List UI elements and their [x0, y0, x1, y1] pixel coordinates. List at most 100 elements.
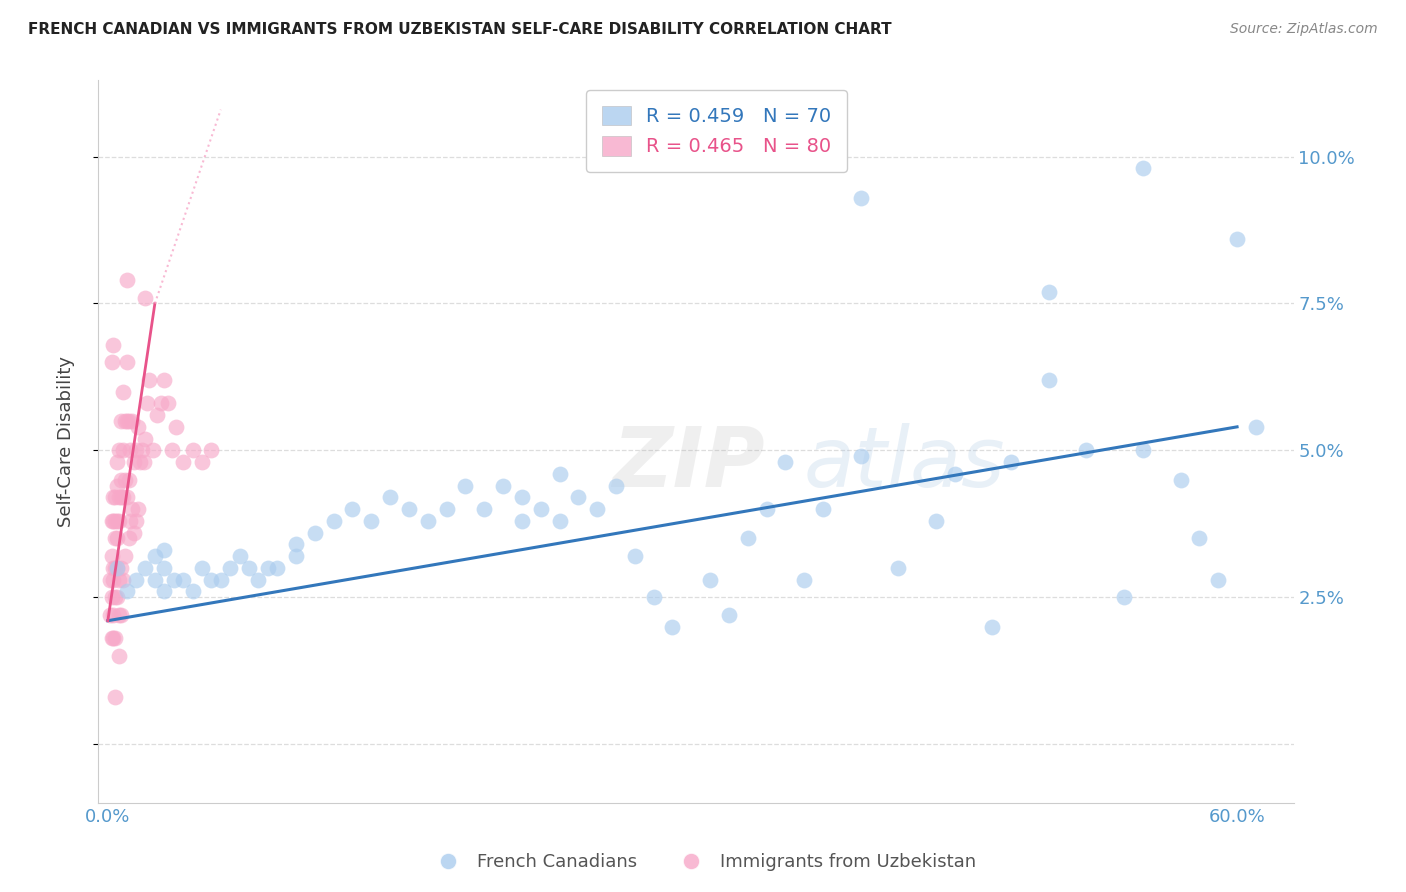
Point — [138, 373, 160, 387]
Point — [98, 607, 121, 622]
Point — [143, 549, 166, 563]
Point — [181, 443, 204, 458]
Point — [153, 373, 176, 387]
Point — [256, 561, 278, 575]
Point — [134, 432, 156, 446]
Point — [127, 502, 149, 516]
Point — [111, 573, 134, 587]
Point — [108, 607, 131, 622]
Y-axis label: Self-Care Disability: Self-Care Disability — [56, 356, 75, 527]
Point — [103, 573, 125, 587]
Point — [110, 607, 132, 622]
Point — [1132, 161, 1154, 176]
Point — [115, 584, 138, 599]
Point — [131, 443, 153, 458]
Point — [114, 414, 136, 428]
Point — [247, 573, 270, 587]
Point — [1206, 573, 1229, 587]
Point — [104, 532, 127, 546]
Point — [360, 514, 382, 528]
Point — [228, 549, 250, 563]
Point — [111, 491, 134, 505]
Point — [200, 443, 222, 458]
Point — [378, 491, 401, 505]
Point — [104, 514, 127, 528]
Legend: French Canadians, Immigrants from Uzbekistan: French Canadians, Immigrants from Uzbeki… — [423, 847, 983, 879]
Point — [643, 591, 665, 605]
Point — [100, 632, 122, 646]
Point — [737, 532, 759, 546]
Point — [100, 591, 122, 605]
Point — [1226, 232, 1249, 246]
Point — [605, 478, 627, 492]
Point — [136, 396, 159, 410]
Point — [492, 478, 515, 492]
Point — [153, 584, 176, 599]
Point — [925, 514, 948, 528]
Point — [1188, 532, 1211, 546]
Point — [115, 273, 138, 287]
Point — [1114, 591, 1136, 605]
Point — [105, 455, 128, 469]
Point — [104, 561, 127, 575]
Point — [238, 561, 260, 575]
Point — [699, 573, 721, 587]
Point — [100, 355, 122, 369]
Point — [100, 514, 122, 528]
Point — [104, 591, 127, 605]
Text: FRENCH CANADIAN VS IMMIGRANTS FROM UZBEKISTAN SELF-CARE DISABILITY CORRELATION C: FRENCH CANADIAN VS IMMIGRANTS FROM UZBEK… — [28, 22, 891, 37]
Point — [1244, 420, 1267, 434]
Point — [755, 502, 778, 516]
Legend: R = 0.459   N = 70, R = 0.465   N = 80: R = 0.459 N = 70, R = 0.465 N = 80 — [586, 90, 848, 172]
Point — [122, 525, 145, 540]
Point — [145, 408, 167, 422]
Point — [117, 414, 139, 428]
Point — [104, 491, 127, 505]
Point — [134, 561, 156, 575]
Point — [530, 502, 553, 516]
Point — [127, 420, 149, 434]
Point — [98, 573, 121, 587]
Text: atlas: atlas — [804, 423, 1005, 504]
Point — [111, 443, 134, 458]
Point — [849, 191, 872, 205]
Point — [103, 514, 125, 528]
Point — [304, 525, 326, 540]
Point — [191, 561, 214, 575]
Point — [661, 619, 683, 633]
Point — [115, 355, 138, 369]
Point — [110, 561, 132, 575]
Point — [943, 467, 966, 481]
Point — [163, 573, 186, 587]
Point — [567, 491, 589, 505]
Point — [120, 443, 142, 458]
Point — [153, 561, 176, 575]
Point — [105, 532, 128, 546]
Point — [219, 561, 242, 575]
Point — [981, 619, 1004, 633]
Point — [110, 414, 132, 428]
Point — [105, 561, 128, 575]
Point — [1170, 473, 1192, 487]
Point — [108, 573, 131, 587]
Point — [108, 491, 131, 505]
Point — [793, 573, 815, 587]
Point — [108, 443, 131, 458]
Point — [100, 549, 122, 563]
Point — [143, 573, 166, 587]
Point — [623, 549, 645, 563]
Text: ZIP: ZIP — [613, 423, 765, 504]
Point — [548, 514, 571, 528]
Point — [110, 473, 132, 487]
Point — [121, 414, 143, 428]
Point — [120, 514, 142, 528]
Point — [285, 549, 308, 563]
Point — [586, 502, 609, 516]
Point — [128, 455, 150, 469]
Point — [142, 443, 165, 458]
Point — [266, 561, 288, 575]
Point — [105, 561, 128, 575]
Point — [322, 514, 344, 528]
Point — [717, 607, 740, 622]
Point — [849, 449, 872, 463]
